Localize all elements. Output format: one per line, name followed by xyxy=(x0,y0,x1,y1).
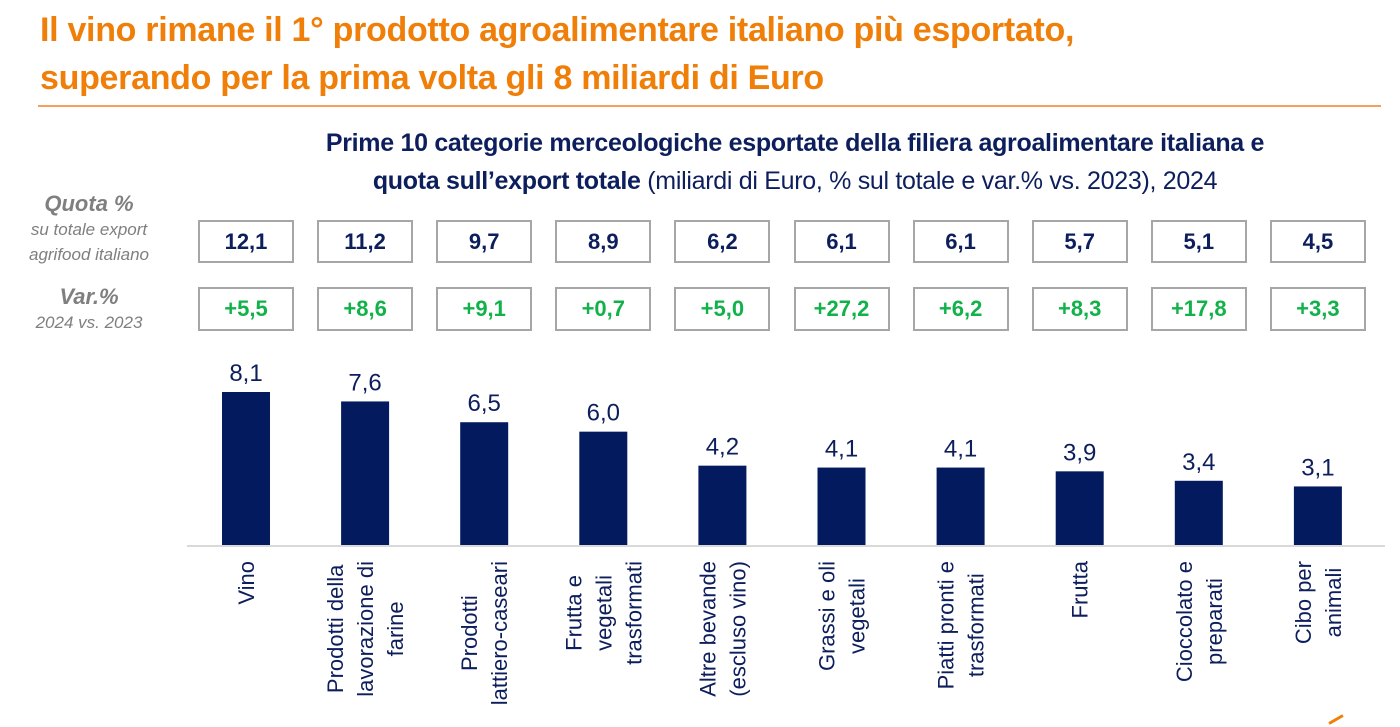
subtitle-line-1: Prime 10 categorie merceologiche esporta… xyxy=(325,129,1265,157)
var-pct-box-7: +8,3 xyxy=(1031,287,1128,331)
share-subheading-1: su totale export xyxy=(30,220,148,239)
bar-value-label-7: 3,9 xyxy=(1063,439,1096,466)
var-heading: Var.% xyxy=(59,284,119,309)
var-pct-box-1: +8,6 xyxy=(317,287,414,331)
category-label-5: Grassi e oli vegetali xyxy=(815,561,870,671)
category-label-line: lattiero-caseari xyxy=(487,561,512,705)
category-label-line: Frutta xyxy=(1068,560,1093,618)
category-label-line: (escluso vino) xyxy=(725,561,750,697)
var-pct-box-0: +5,5 xyxy=(198,287,294,331)
page-title: Il vino rimane il 1° prodotto agroalimen… xyxy=(40,6,1380,102)
share-row-label: Quota % su totale export agrifood italia… xyxy=(0,191,178,267)
bar-1 xyxy=(341,401,390,545)
bar-value-label-9: 3,1 xyxy=(1301,454,1334,481)
share-pct-box-1: 11,2 xyxy=(317,220,414,263)
var-pct-box-2: +9,1 xyxy=(436,287,533,331)
chart-subtitle: Prime 10 categorie merceologiche esporta… xyxy=(210,124,1380,200)
share-pct-box-0: 12,1 xyxy=(198,220,294,263)
category-label-line: Piatti pronti e xyxy=(934,561,959,689)
bar-value-label-5: 4,1 xyxy=(825,436,858,463)
category-label-7: Frutta xyxy=(1068,560,1093,618)
category-label-line: trasformati xyxy=(621,561,646,665)
category-label-line: farine xyxy=(383,601,408,656)
var-pct-box-9: +3,3 xyxy=(1269,287,1366,331)
var-pct-box-4: +5,0 xyxy=(674,287,771,331)
bar-8 xyxy=(1174,480,1223,545)
bar-3 xyxy=(579,431,628,545)
category-label-2: Prodotti lattiero-caseari xyxy=(457,561,512,705)
category-label-line: Prodotti della xyxy=(323,564,348,693)
category-label-line: animali xyxy=(1321,568,1346,638)
var-row-label: Var.% 2024 vs. 2023 xyxy=(0,284,178,335)
bar-value-label-4: 4,2 xyxy=(706,434,739,461)
category-label-0: Vino xyxy=(234,561,259,605)
category-label-9: Cibo per animali xyxy=(1291,561,1346,644)
bar-9 xyxy=(1293,486,1342,545)
category-label-line: Cioccolato e xyxy=(1172,561,1197,682)
share-pct-box-7: 5,7 xyxy=(1031,220,1128,263)
share-subheading-2: agrifood italiano xyxy=(28,245,150,264)
share-pct-box-8: 5,1 xyxy=(1150,220,1247,263)
category-label-line: Vino xyxy=(234,561,259,605)
bar-5 xyxy=(817,467,866,545)
category-label-line: Altre bevande xyxy=(695,561,720,697)
bar-2 xyxy=(460,422,509,545)
title-divider xyxy=(38,105,1381,107)
category-label-line: vegetali xyxy=(591,575,616,651)
bar-value-label-3: 6,0 xyxy=(587,400,620,427)
share-pct-box-4: 6,2 xyxy=(674,220,771,263)
var-pct-box-3: +0,7 xyxy=(555,287,652,331)
title-line-2: superando per la prima volta gli 8 milia… xyxy=(40,59,824,97)
bar-value-label-0: 8,1 xyxy=(229,360,262,387)
share-pct-box-5: 6,1 xyxy=(793,220,890,263)
category-label-line: Frutta e xyxy=(561,575,586,651)
category-label-4: Altre bevande (escluso vino) xyxy=(695,561,750,697)
var-subheading: 2024 vs. 2023 xyxy=(35,313,143,332)
category-label-line: Cibo per xyxy=(1291,561,1316,644)
category-label-line: lavorazione di xyxy=(353,561,378,697)
bar-6 xyxy=(936,467,985,545)
bar-7 xyxy=(1055,471,1104,545)
category-label-line: trasformati xyxy=(964,573,989,677)
share-pct-box-3: 8,9 xyxy=(555,220,652,263)
title-line-1: Il vino rimane il 1° prodotto agroalimen… xyxy=(40,11,1075,49)
category-label-line: Grassi e oli xyxy=(815,561,840,671)
bar-0 xyxy=(222,392,270,545)
var-pct-box-5: +27,2 xyxy=(793,287,890,331)
share-pct-box-9: 4,5 xyxy=(1269,220,1366,263)
bar-4 xyxy=(698,465,747,545)
bar-value-label-6: 4,1 xyxy=(944,436,977,463)
bar-value-label-1: 7,6 xyxy=(348,369,381,396)
bar-value-label-2: 6,5 xyxy=(468,390,501,417)
bar-value-label-8: 3,4 xyxy=(1182,449,1215,476)
share-pct-box-6: 6,1 xyxy=(912,220,1009,263)
category-label-3: Frutta e vegetali trasformati xyxy=(561,561,646,665)
share-heading: Quota % xyxy=(44,191,134,216)
category-label-line: Prodotti xyxy=(457,595,482,671)
category-label-line: preparati xyxy=(1202,578,1227,665)
category-label-1: Prodotti della lavorazione di farine xyxy=(323,561,408,697)
subtitle-line-2-bold: quota sull’export totale xyxy=(372,167,641,195)
category-label-6: Piatti pronti e trasformati xyxy=(934,561,989,689)
share-pct-box-2: 9,7 xyxy=(436,220,533,263)
category-label-8: Cioccolato e preparati xyxy=(1172,561,1227,682)
var-pct-box-6: +6,2 xyxy=(912,287,1009,331)
var-pct-box-8: +17,8 xyxy=(1150,287,1247,331)
category-label-line: vegetali xyxy=(845,578,870,654)
subtitle-line-2-normal: (miliardi di Euro, % sul totale e var.% … xyxy=(640,167,1218,195)
